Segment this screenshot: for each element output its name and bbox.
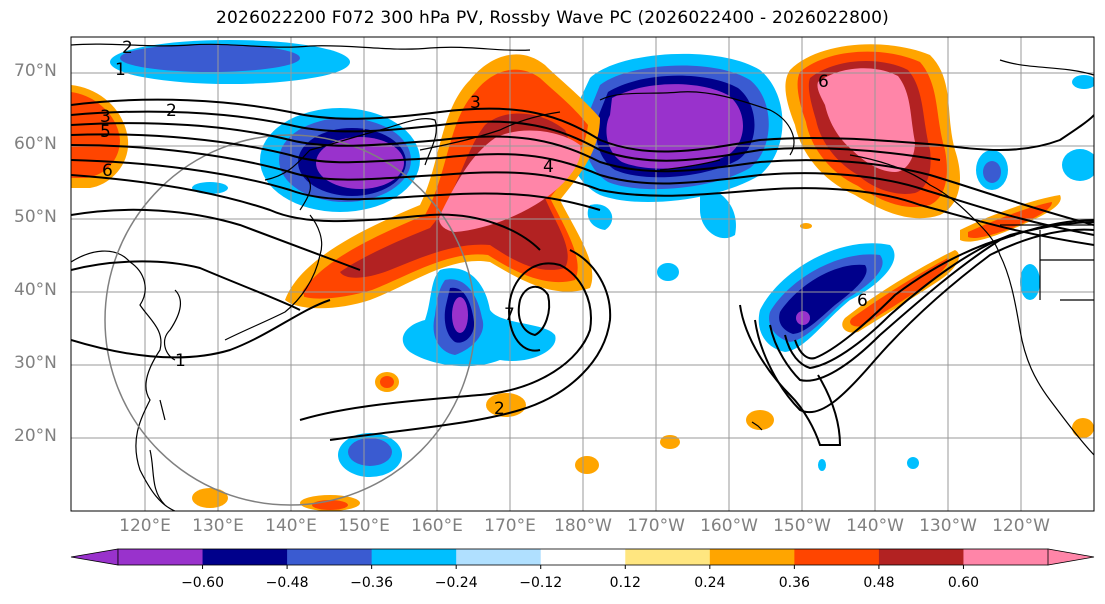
contour-label: 2 xyxy=(494,399,505,419)
contour-label: 1 xyxy=(115,60,126,80)
lat-label-20n: 20°N xyxy=(14,426,57,446)
lon-label-120w: 120°W xyxy=(992,516,1050,536)
colorbar-swatch xyxy=(794,549,880,565)
contour-label: 2 xyxy=(166,101,177,121)
contour-label: 5 xyxy=(100,122,111,142)
lon-label-150w: 150°W xyxy=(773,516,831,536)
lon-label-170w: 170°W xyxy=(627,516,685,536)
contour-label: 4 xyxy=(543,157,554,177)
colorbar-tick-label: −0.36 xyxy=(350,575,394,591)
lat-label-50n: 50°N xyxy=(14,207,57,227)
colorbar-frame xyxy=(117,548,1049,566)
lon-label-160w: 160°W xyxy=(700,516,758,536)
lat-label-70n: 70°N xyxy=(14,61,57,81)
negative-anomaly-arctic-west xyxy=(110,40,350,84)
lon-label-130e: 130°E xyxy=(192,516,244,536)
positive-anomaly-gulf-alaska xyxy=(785,44,960,219)
lon-label-160e: 160°E xyxy=(411,516,463,536)
colorbar-tick-label: 0.36 xyxy=(778,575,810,591)
contour-labels: 2 1 2 3 5 6 3 4 6 6 7 2 1 xyxy=(100,38,868,419)
colorbar-tick-label: −0.48 xyxy=(265,575,309,591)
colorbar-tick-label: −0.60 xyxy=(181,575,224,591)
contour-label: 3 xyxy=(100,107,111,127)
colorbar xyxy=(70,548,1095,569)
colorbar-swatch xyxy=(287,549,373,565)
lon-label-150e: 150°E xyxy=(338,516,390,536)
colorbar-tick-label: 0.48 xyxy=(863,575,895,591)
colorbar-swatch xyxy=(878,549,964,565)
contour-label: 6 xyxy=(857,291,868,311)
negative-anomaly-east-pacific xyxy=(758,243,895,352)
contour-label: 7 xyxy=(504,305,515,325)
map-area: 2 1 2 3 5 6 3 4 6 6 7 2 1 xyxy=(71,37,1094,511)
lon-label-120e: 120°E xyxy=(119,516,171,536)
colorbar-swatch xyxy=(963,549,1049,565)
lon-label-180w: 180°W xyxy=(554,516,612,536)
lat-label-40n: 40°N xyxy=(14,280,57,300)
colorbar-swatch xyxy=(625,549,711,565)
map-title: 2026022200 F072 300 hPa PV, Rossby Wave … xyxy=(216,8,889,28)
colorbar-swatch xyxy=(118,549,204,565)
colorbar-swatch xyxy=(540,549,626,565)
negative-anomaly-small xyxy=(192,75,1094,477)
contour-label: 2 xyxy=(122,38,133,58)
lat-label-60n: 60°N xyxy=(14,134,57,154)
pv-contours xyxy=(71,98,1094,446)
contour-label: 3 xyxy=(470,93,481,113)
colorbar-tick-label: −0.12 xyxy=(519,575,563,591)
colorbar-swatch xyxy=(202,549,288,565)
colorbar-swatch xyxy=(456,549,542,565)
colorbar-tick-label: 0.24 xyxy=(694,575,726,591)
contour-label: 1 xyxy=(175,351,186,371)
colorbar-tick-label: 0.12 xyxy=(609,575,641,591)
lat-label-30n: 30°N xyxy=(14,353,57,373)
colorbar-swatch xyxy=(709,549,795,565)
colorbar-extend-low xyxy=(70,548,119,566)
map-frame xyxy=(70,36,1095,512)
lon-label-170e: 170°E xyxy=(484,516,536,536)
colorbar-tick-label: 0.60 xyxy=(947,575,980,591)
colorbar-tick-label: −0.24 xyxy=(434,575,478,591)
contour-label: 6 xyxy=(818,72,829,92)
lon-label-130w: 130°W xyxy=(919,516,977,536)
colorbar-swatch xyxy=(371,549,457,565)
contour-label: 6 xyxy=(102,161,113,181)
lon-label-140e: 140°E xyxy=(265,516,317,536)
colorbar-extend-high xyxy=(1047,548,1095,566)
lon-label-140w: 140°W xyxy=(846,516,904,536)
graticule xyxy=(71,37,1094,511)
great-circle xyxy=(104,134,476,506)
